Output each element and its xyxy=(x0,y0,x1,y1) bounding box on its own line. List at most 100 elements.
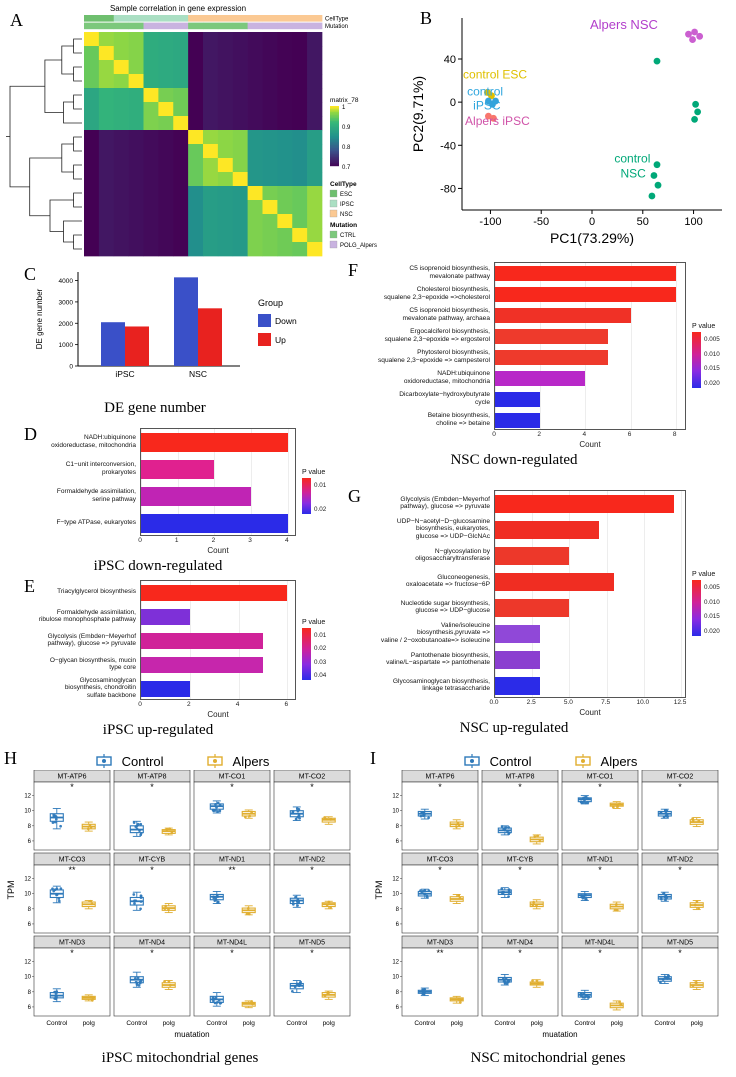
heatmap-legend-gradient xyxy=(330,155,339,158)
pca-group-label: Alpers iPSC xyxy=(465,114,530,128)
pathway-label-line: oxaloacetate => fructose−6P xyxy=(405,581,490,588)
y-tick-label: 6 xyxy=(28,839,32,845)
legend-item-alpers: Alpers xyxy=(570,753,638,769)
pathway-label: Glycolysis (Embden−Meyerhof pathway), glu… xyxy=(20,628,140,652)
heatmap-cell xyxy=(217,116,234,131)
annotation-cell xyxy=(188,22,204,30)
dendrogram-branch xyxy=(73,38,82,54)
gene-strip-label: MT-ND3 xyxy=(427,940,453,947)
heatmap-cell xyxy=(158,172,174,187)
de-legend-swatch xyxy=(258,333,271,346)
de-legend-title: Group xyxy=(258,298,283,308)
heatmap-legend-gradient xyxy=(330,137,339,140)
facet-panel xyxy=(641,947,719,1017)
heatmap-cell xyxy=(307,46,323,61)
jitter-point xyxy=(691,984,695,987)
pathway-label-line: Glycosaminoglycan xyxy=(79,677,136,685)
heatmap-cell xyxy=(173,74,189,89)
jitter-point xyxy=(137,984,141,987)
pathway-label: N−glycosylation by oligosaccharyltransfer… xyxy=(342,542,494,568)
heatmap-cell xyxy=(158,130,174,145)
dendrogram-branch xyxy=(73,136,82,152)
pca-point-alpers-ipsc xyxy=(485,112,492,120)
heatmap-cell xyxy=(247,88,263,103)
significance-star: * xyxy=(230,948,234,958)
y-tick-label: 8 xyxy=(28,990,32,996)
x-category-label: Control xyxy=(654,1020,676,1027)
pca-group-label: iPSC xyxy=(473,99,501,113)
annotation-cell xyxy=(113,22,129,30)
jitter-point xyxy=(297,984,301,987)
jitter-point xyxy=(216,900,220,904)
hbar-rows: NADH:ubiquinone oxidoreductase, mitochond… xyxy=(20,428,296,536)
jitter-point xyxy=(659,895,663,899)
hbar-chart-title: NSC up-regulated xyxy=(459,720,569,736)
y-tick-label: 40 xyxy=(444,54,456,66)
pathway-label-line: mevalonate pathway, archaea xyxy=(402,314,490,322)
dendrogram-branch xyxy=(73,94,82,110)
boxplot-grid-svg: MT-ATP6681012*MT-ATP8*MT-CO1*MT-CO2*MT-C… xyxy=(6,769,351,1039)
heatmap-cell xyxy=(158,158,174,173)
annotation-legend-label: ESC xyxy=(340,192,353,198)
gene-strip-label: MT-ND5 xyxy=(299,940,325,947)
heatmap-cell xyxy=(84,116,100,131)
heatmap-cell xyxy=(307,130,323,145)
jitter-point xyxy=(582,896,586,899)
key-dot xyxy=(212,759,217,763)
heatmap-cell xyxy=(113,46,129,61)
x-tick-label: 10.0 xyxy=(636,699,650,706)
heatmap-cell xyxy=(173,130,189,145)
heatmap-cell xyxy=(128,186,144,201)
pathway-label: Phytosterol biosynthesis, squalene 2,3−ep… xyxy=(342,346,494,367)
jitter-point xyxy=(659,981,662,985)
jitter-point xyxy=(214,898,218,901)
heatmap-cell xyxy=(188,60,204,75)
jitter-point xyxy=(323,994,327,998)
heatmap-legend-gradient xyxy=(330,157,339,159)
facet-panel xyxy=(641,781,719,851)
pathway-bar xyxy=(495,308,631,323)
heatmap-cell xyxy=(188,200,204,215)
y-tick-label: 4000 xyxy=(59,278,74,285)
significance-star: * xyxy=(150,782,154,792)
dendrogram-branch xyxy=(73,66,82,82)
pathway-label: C1−unit interconversion, prokaryotes xyxy=(20,455,140,482)
heatmap-cell xyxy=(247,228,263,243)
pathway-bar xyxy=(141,487,252,506)
boxplot-key-icon xyxy=(206,754,223,768)
heatmap-cell xyxy=(203,102,219,117)
gridline xyxy=(287,429,289,535)
pvalue-tick-label: 0.03 xyxy=(314,658,327,666)
heatmap-panel: Sample correlation in gene expression Cel… xyxy=(4,2,406,265)
de-legend-swatch xyxy=(258,314,271,327)
pathway-label-line: F−type ATPase, eukaryotes xyxy=(56,518,136,526)
jitter-point xyxy=(90,999,94,1002)
pvalue-gradient-wrap: 0.01 0.02 0.03 0.04 xyxy=(302,628,340,680)
legend-item-control: Control xyxy=(91,753,164,769)
heatmap-cell xyxy=(232,172,248,187)
y-tick-label: 8 xyxy=(396,824,400,830)
significance-star: * xyxy=(310,948,314,958)
x-tick-label: 8 xyxy=(672,431,677,438)
gridline xyxy=(251,429,253,535)
heatmap-cell xyxy=(217,32,234,47)
y-tick-label: -80 xyxy=(440,183,456,195)
heatmap-legend-gradient xyxy=(330,163,339,165)
hbar-axis: 0 2 4 6 8 xyxy=(492,430,686,439)
pathway-label: Nucleotide sugar biosynthesis, glucose =>… xyxy=(342,594,494,620)
heatmap-cell xyxy=(203,32,219,47)
pathway-bar xyxy=(141,632,263,650)
heatmap-cell xyxy=(203,200,219,215)
pvalue-gradient xyxy=(692,580,701,636)
annotation-cell xyxy=(98,15,115,22)
x-tick-label: 2 xyxy=(211,537,216,544)
heatmap-cell xyxy=(84,144,100,159)
annotation-cell xyxy=(247,15,263,22)
pca-point-alpers-nsc xyxy=(689,36,696,43)
heatmap-cell xyxy=(307,88,323,103)
jitter-point xyxy=(421,811,425,815)
pathway-bar xyxy=(495,676,540,696)
jitter-point xyxy=(329,818,333,821)
legend-label: Alpers xyxy=(600,753,638,769)
